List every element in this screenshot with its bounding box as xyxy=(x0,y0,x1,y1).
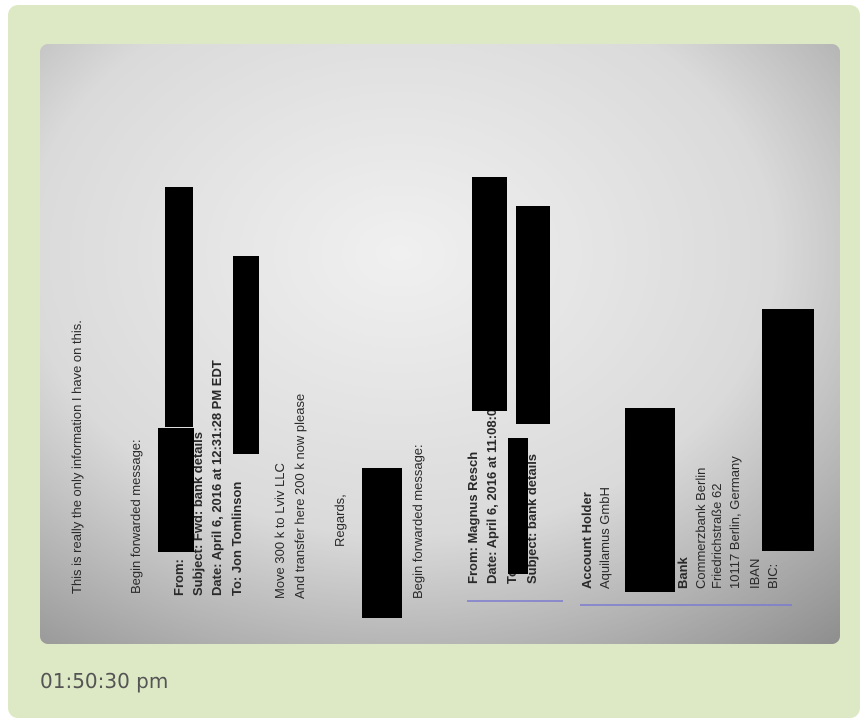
photo[interactable]: This is really the only information I ha… xyxy=(40,44,840,644)
photo-text: BIC: xyxy=(765,564,780,589)
redaction xyxy=(625,408,675,592)
redaction xyxy=(158,428,194,552)
photo-text: Aquilamus GmbH xyxy=(597,487,612,589)
redaction xyxy=(508,438,528,574)
redaction xyxy=(233,256,259,454)
photo-text: And transfer here 200 k now please xyxy=(292,394,307,599)
photo-text: From: xyxy=(171,559,186,596)
photo-text: Commerzbank Berlin xyxy=(693,468,708,589)
photo-text: This is really the only information I ha… xyxy=(69,320,84,594)
message-bubble: This is really the only information I ha… xyxy=(8,5,860,718)
redaction xyxy=(362,468,402,618)
photo-text: 10117 Berlin, Germany xyxy=(727,456,742,589)
timestamp: 01:50:30 pm xyxy=(40,669,169,693)
photo-text: Move 300 k to Lviv LLC xyxy=(272,463,287,599)
photo-text: Date: April 6, 2016 at 12:31:28 PM EDT xyxy=(209,360,224,596)
photo-text: Account Holder xyxy=(579,492,594,589)
photo-text: Begin forwarded message: xyxy=(410,444,425,599)
photo-text: IBAN xyxy=(747,559,762,589)
photo-text: To: Jon Tomlinson xyxy=(229,482,244,596)
photo-text: From: Magnus Resch xyxy=(465,452,480,584)
redaction xyxy=(165,187,193,427)
photo-text: Bank xyxy=(675,556,690,589)
photo-text: Regards, xyxy=(332,494,347,547)
redaction xyxy=(472,177,507,411)
redaction xyxy=(762,309,814,551)
photo-text: Friedrichstraße 62 xyxy=(709,484,724,589)
redactions xyxy=(158,177,814,618)
redaction xyxy=(516,206,550,424)
photo-text: Begin forwarded message: xyxy=(128,439,143,594)
